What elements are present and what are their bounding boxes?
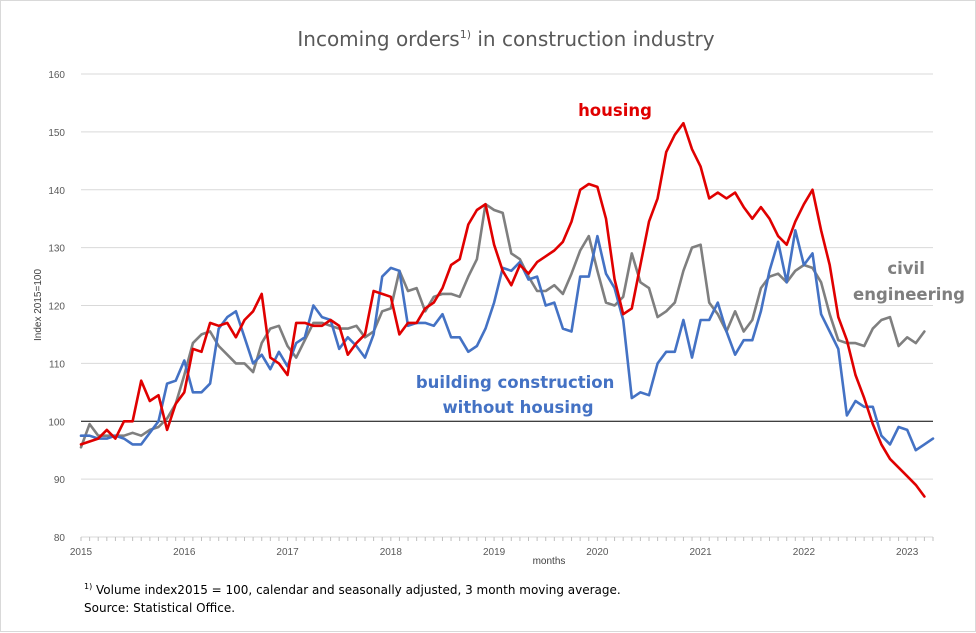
footnote-marker: 1) [84,582,93,591]
y-axis-ticks: 80 90 100 110 120 130 140 150 160 [48,70,65,544]
chart-title-main: Incoming orders [297,27,459,51]
x-tick-label: 2022 [793,547,816,558]
y-tick-label: 140 [48,186,65,197]
series-line-civil [79,202,926,449]
series-label-civil-line1: civil [887,259,925,278]
x-axis-ticks: 2015 2016 2017 2018 2019 2020 2021 2022 2023 [70,537,934,558]
x-axis-label: months [533,556,566,567]
x-tick-label: 2017 [276,547,299,558]
footnote-text: Volume index2015 = 100, calendar and sea… [92,583,621,597]
x-tick-label: 2020 [586,547,609,558]
chart-title: Incoming orders1) in construction indust… [297,27,714,51]
y-axis-label: Index 2015=100 [33,269,44,341]
chart-title-superscript: 1) [460,28,471,41]
series-lines [79,121,935,498]
y-tick-label: 130 [48,244,65,255]
x-tick-label: 2018 [380,547,403,558]
series-line-housing [79,121,926,498]
y-tick-label: 120 [48,302,65,313]
series-label-civil: civil engineering [853,259,965,304]
y-tick-label: 80 [54,533,66,544]
source-note: Source: Statistical Office. [84,601,236,615]
y-tick-label: 160 [48,70,65,81]
series-label-building-line2: without housing [442,398,593,417]
series-label-building-line1: building construction [416,373,615,392]
series-label-building: building construction without housing [416,373,620,417]
gridlines [81,73,933,538]
footnote: 1) Volume index2015 = 100, calendar and … [84,582,621,597]
series-label-civil-line2: engineering [853,285,965,304]
x-tick-label: 2019 [483,547,506,558]
series-line-building [79,229,935,452]
series-label-housing: housing [578,101,652,120]
y-tick-label: 100 [48,417,65,428]
y-tick-label: 110 [49,359,65,370]
chart-title-rest: in construction industry [471,27,715,51]
x-tick-label: 2021 [690,547,713,558]
x-tick-label: 2023 [896,547,919,558]
x-tick-label: 2015 [70,547,93,558]
y-tick-label: 90 [54,475,66,486]
x-tick-label: 2016 [173,547,196,558]
y-tick-label: 150 [48,128,65,139]
series-label-housing-line1: housing [578,101,652,120]
